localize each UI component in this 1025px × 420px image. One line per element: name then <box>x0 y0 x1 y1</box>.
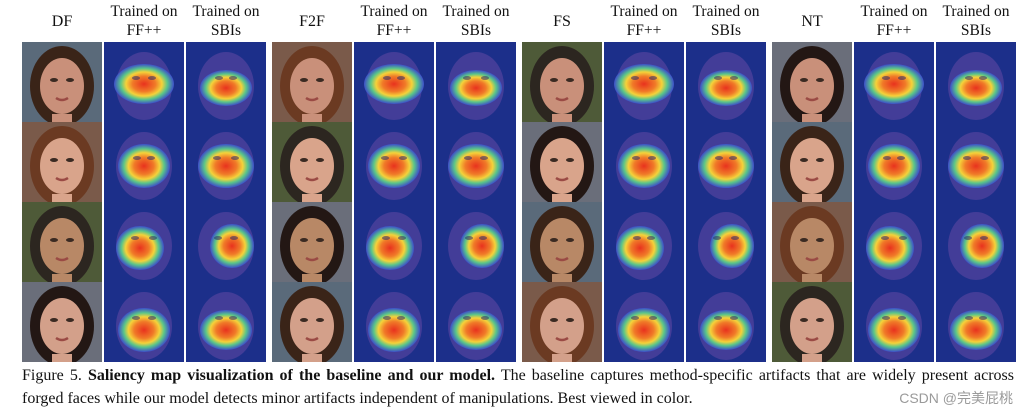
column-header-ffpp: Trained on FF++ <box>360 3 428 39</box>
saliency-map <box>436 202 516 282</box>
column-header-ffpp: Trained on FF++ <box>860 3 928 39</box>
saliency-map <box>354 282 434 362</box>
face-image <box>772 202 852 282</box>
csdn-watermark: CSDN @完美屁桃 <box>899 390 1013 406</box>
saliency-map <box>936 282 1016 362</box>
face-image <box>272 42 352 122</box>
column-header-sbis: Trained on SBIs <box>442 3 510 39</box>
face-image <box>22 42 102 122</box>
method-label: F2F <box>299 13 325 30</box>
face-image <box>22 202 102 282</box>
saliency-map <box>854 122 934 202</box>
saliency-map <box>354 42 434 122</box>
saliency-map <box>104 42 184 122</box>
saliency-map <box>686 282 766 362</box>
saliency-map <box>436 282 516 362</box>
saliency-map <box>854 42 934 122</box>
saliency-map <box>436 122 516 202</box>
face-image <box>272 282 352 362</box>
face-image <box>522 42 602 122</box>
saliency-map <box>604 202 684 282</box>
face-image <box>22 122 102 202</box>
saliency-map <box>104 202 184 282</box>
figure-group-df: DF Trained on FF++ Trained on SBIs <box>22 0 266 362</box>
saliency-map <box>854 282 934 362</box>
face-image <box>22 282 102 362</box>
column-header-ffpp: Trained on FF++ <box>610 3 678 39</box>
saliency-map <box>936 42 1016 122</box>
figure-group-f2f: F2F Trained on FF++ Trained on SBIs <box>272 0 516 362</box>
saliency-map <box>686 42 766 122</box>
figure-group-fs: FS Trained on FF++ Trained on SBIs <box>522 0 766 362</box>
face-image <box>272 122 352 202</box>
saliency-map <box>186 122 266 202</box>
saliency-map <box>936 202 1016 282</box>
saliency-map <box>186 282 266 362</box>
face-image <box>772 42 852 122</box>
method-label: DF <box>51 13 73 30</box>
saliency-map <box>854 202 934 282</box>
saliency-map <box>686 202 766 282</box>
saliency-map <box>604 282 684 362</box>
figure-caption: Figure 5. Saliency map visualization of … <box>22 364 1014 410</box>
method-label: NT <box>801 13 823 30</box>
face-image <box>772 282 852 362</box>
saliency-map <box>104 122 184 202</box>
column-header-sbis: Trained on SBIs <box>942 3 1010 39</box>
column-header-sbis: Trained on SBIs <box>692 3 760 39</box>
face-image <box>522 122 602 202</box>
saliency-map <box>104 282 184 362</box>
saliency-map <box>354 202 434 282</box>
saliency-map <box>686 122 766 202</box>
face-image <box>772 122 852 202</box>
saliency-map <box>604 42 684 122</box>
column-header-ffpp: Trained on FF++ <box>110 3 178 39</box>
caption-title: Saliency map visualization of the baseli… <box>87 367 496 384</box>
face-image <box>522 282 602 362</box>
caption-label: Figure 5. <box>22 367 82 384</box>
saliency-map <box>186 202 266 282</box>
column-header-sbis: Trained on SBIs <box>192 3 260 39</box>
caption-body: The baseline captures method-specific ar… <box>22 367 1015 407</box>
saliency-map <box>936 122 1016 202</box>
saliency-map <box>436 42 516 122</box>
saliency-map <box>186 42 266 122</box>
face-image <box>272 202 352 282</box>
saliency-map <box>604 122 684 202</box>
method-label: FS <box>553 13 571 30</box>
saliency-map <box>354 122 434 202</box>
face-image <box>522 202 602 282</box>
figure-group-nt: NT Trained on FF++ Trained on SBIs <box>772 0 1016 362</box>
